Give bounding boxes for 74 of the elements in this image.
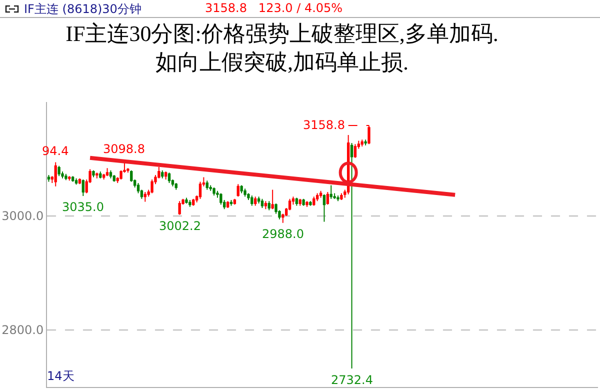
annotation: 14天 <box>47 368 74 385</box>
annotation: 94.4 <box>42 144 69 158</box>
candlestick <box>74 178 78 186</box>
candlestick <box>240 184 243 194</box>
candlestick <box>220 192 222 206</box>
y-tick-label: 3000.0 <box>2 209 44 224</box>
candlestick <box>312 196 316 206</box>
y-tick-label: 2800.0 <box>2 323 44 338</box>
candlestick <box>306 200 308 208</box>
candlestick <box>168 172 171 184</box>
candlestick <box>250 194 254 206</box>
candlestick <box>244 188 246 198</box>
candlestick <box>178 200 181 216</box>
candlestick <box>268 200 270 211</box>
chart-subtitle: IF主连 (8618)30分钟 <box>24 1 142 18</box>
annotation: 2988.0 <box>262 227 304 241</box>
candlestick <box>233 198 236 206</box>
candlestick <box>188 200 192 208</box>
candlestick <box>236 184 240 198</box>
candlestick <box>302 198 305 206</box>
candlestick <box>350 142 354 370</box>
candlestick <box>260 198 264 209</box>
text: 3158.8 123.0 / 4.05% <box>205 1 343 15</box>
candlestick <box>319 190 322 198</box>
candlestick <box>99 171 102 179</box>
annotation: 3158.8 <box>303 118 345 132</box>
candlestick <box>106 168 109 177</box>
candlestick <box>64 173 68 181</box>
candlestick <box>92 170 95 178</box>
candlestick <box>82 179 84 197</box>
candlestick <box>58 165 60 177</box>
candlestick <box>230 200 233 206</box>
candlestick <box>198 181 202 200</box>
candlestick <box>71 176 74 182</box>
candlestick <box>112 174 116 182</box>
candlestick <box>298 198 302 206</box>
candlestick <box>209 184 212 192</box>
candlestick <box>271 189 274 210</box>
chart-title: IF主连30分图:价格强势上破整理区,多单加码. 如向上假突破,加码单止损. <box>66 20 498 75</box>
candlestick <box>96 172 98 179</box>
candlestick <box>161 170 164 179</box>
candlestick <box>212 187 216 196</box>
candlestick <box>226 200 230 209</box>
candlestick <box>144 192 146 202</box>
candlestick <box>340 192 343 201</box>
candlestick <box>326 192 330 206</box>
candlestick <box>309 200 312 206</box>
candlestick <box>330 184 332 200</box>
candlestick <box>68 176 71 182</box>
candlestick <box>126 168 130 174</box>
candlestick <box>322 194 326 222</box>
annotation: 3098.8 <box>103 142 145 156</box>
annotation: 3035.0 <box>62 200 104 214</box>
candlestick <box>54 162 57 187</box>
candlestick <box>364 139 367 146</box>
candlestick <box>336 194 340 202</box>
candlestick <box>206 180 208 190</box>
candlestick <box>174 182 178 190</box>
annotation: 2732.4 <box>331 373 373 387</box>
candlestick <box>360 139 364 147</box>
candlestick <box>254 196 257 206</box>
annotation: 3002.2 <box>159 219 201 233</box>
candlestick <box>78 178 82 185</box>
candlestick <box>185 197 188 204</box>
candlestick <box>192 198 195 206</box>
candlestick <box>316 192 319 202</box>
candlestick <box>150 179 154 194</box>
candlestick <box>164 171 168 180</box>
candlestick <box>257 196 260 204</box>
candlestick <box>109 170 112 179</box>
candlestick <box>354 144 357 158</box>
candlestick <box>264 200 268 210</box>
candlestick <box>295 197 298 206</box>
candlestick <box>47 174 50 182</box>
